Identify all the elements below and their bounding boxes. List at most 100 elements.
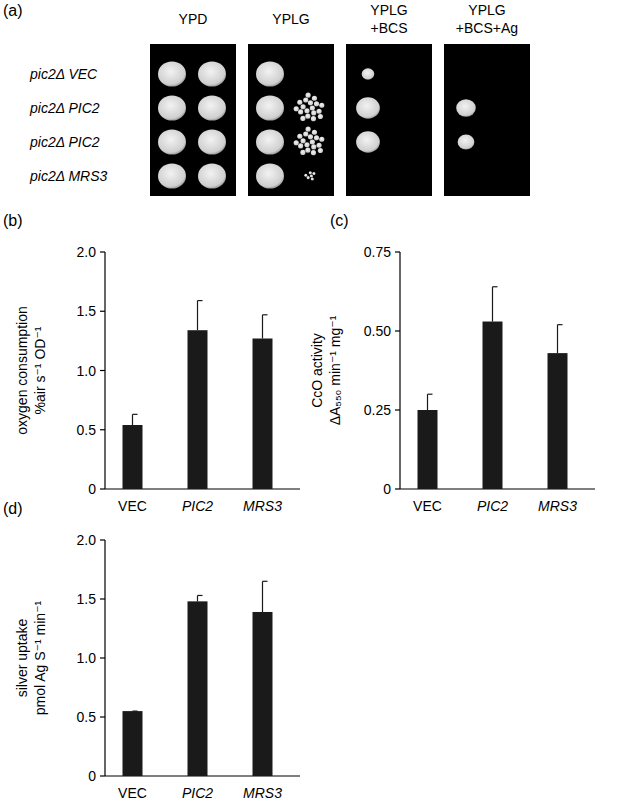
plate bbox=[150, 44, 236, 196]
y-tick bbox=[395, 330, 400, 331]
bar bbox=[188, 330, 208, 489]
y-axis-label: silver uptake bbox=[14, 618, 30, 697]
error-cap bbox=[428, 394, 433, 395]
error-line bbox=[557, 325, 558, 353]
bar bbox=[253, 612, 273, 776]
column-header: YPLG bbox=[370, 2, 407, 18]
row-label: pic2Δ VEC bbox=[29, 66, 98, 82]
colony bbox=[303, 131, 308, 136]
plate bbox=[346, 44, 432, 196]
y-tick-label: 2.0 bbox=[77, 532, 97, 548]
y-axis-label: ΔA₅₅₀ min⁻¹ mg⁻¹ bbox=[327, 315, 343, 425]
colony bbox=[298, 109, 303, 114]
colony bbox=[294, 106, 299, 111]
error-bar bbox=[428, 394, 433, 410]
bar bbox=[123, 711, 143, 776]
error-bar bbox=[133, 414, 138, 425]
y-tick-label: 0.75 bbox=[364, 244, 391, 260]
error-cap bbox=[558, 324, 563, 325]
marks bbox=[418, 287, 568, 489]
x-tick-label: VEC bbox=[118, 785, 147, 801]
y-tick bbox=[100, 311, 105, 312]
panel-label: (b) bbox=[3, 212, 23, 229]
error-cap bbox=[263, 581, 268, 582]
colony bbox=[304, 108, 309, 113]
row-label: pic2Δ PIC2 bbox=[29, 134, 100, 150]
spot bbox=[158, 163, 186, 188]
y-tick bbox=[100, 488, 105, 489]
y-tick bbox=[395, 409, 400, 410]
colony bbox=[306, 93, 311, 98]
spot bbox=[356, 97, 380, 118]
colony bbox=[310, 105, 315, 110]
error-cap bbox=[263, 314, 268, 315]
y-tick-label: 0 bbox=[88, 768, 96, 784]
colony bbox=[312, 96, 317, 101]
error-bar bbox=[133, 711, 138, 712]
y-tick-label: 1.0 bbox=[77, 363, 97, 379]
y-axis-label: pmol Ag S⁻¹ min⁻¹ bbox=[32, 600, 48, 715]
error-cap bbox=[198, 595, 203, 596]
colony bbox=[310, 174, 313, 177]
colony bbox=[305, 148, 310, 153]
spot bbox=[158, 129, 186, 154]
colony bbox=[319, 103, 324, 108]
panel-label: (d) bbox=[3, 500, 23, 517]
y-tick-label: 2.0 bbox=[77, 244, 97, 260]
y-tick-label: 1.5 bbox=[77, 303, 97, 319]
y-axis bbox=[399, 252, 400, 489]
error-line bbox=[492, 287, 493, 322]
column-header: +BCS+Ag bbox=[456, 20, 518, 36]
plate bbox=[444, 44, 530, 196]
colony bbox=[304, 174, 307, 177]
error-bar bbox=[198, 301, 203, 331]
error-cap bbox=[133, 414, 138, 415]
spot bbox=[356, 131, 380, 152]
spot bbox=[198, 61, 226, 86]
x-tick-label: MRS3 bbox=[243, 785, 282, 801]
y-tick bbox=[100, 539, 105, 540]
y-axis-label: %air s⁻¹ OD⁻¹ bbox=[32, 326, 48, 414]
error-line bbox=[132, 414, 133, 425]
colony bbox=[309, 171, 312, 174]
spot bbox=[256, 61, 284, 86]
colony bbox=[297, 100, 302, 105]
colony bbox=[301, 104, 306, 109]
spot bbox=[256, 129, 284, 154]
panel-label: (c) bbox=[330, 212, 349, 229]
y-tick bbox=[395, 488, 400, 489]
colony bbox=[311, 177, 314, 180]
bar bbox=[253, 339, 273, 489]
error-cap bbox=[493, 286, 498, 287]
y-tick bbox=[100, 716, 105, 717]
colony bbox=[305, 114, 310, 119]
y-tick bbox=[100, 251, 105, 252]
spot bbox=[158, 95, 186, 120]
error-line bbox=[197, 301, 198, 331]
colony bbox=[314, 135, 319, 140]
colony bbox=[316, 143, 321, 148]
error-bar bbox=[263, 581, 268, 612]
row-label: pic2Δ PIC2 bbox=[29, 100, 100, 116]
y-axis-label: CcO activity bbox=[309, 333, 325, 408]
bar bbox=[188, 601, 208, 776]
x-tick-label: PIC2 bbox=[477, 498, 508, 514]
spot bbox=[198, 129, 226, 154]
error-line bbox=[262, 581, 263, 612]
colony bbox=[314, 101, 319, 106]
spot bbox=[458, 134, 475, 149]
y-tick-label: 0.5 bbox=[77, 422, 97, 438]
error-line bbox=[427, 394, 428, 410]
colony bbox=[312, 130, 317, 135]
y-axis-label: oxygen consumption bbox=[14, 306, 30, 434]
spot bbox=[158, 61, 186, 86]
y-tick bbox=[100, 429, 105, 430]
colony bbox=[307, 176, 310, 179]
marks bbox=[123, 581, 273, 776]
colony bbox=[319, 137, 324, 142]
x-tick-label: PIC2 bbox=[182, 498, 213, 514]
error-bar bbox=[558, 325, 563, 353]
bar bbox=[418, 410, 438, 489]
bar bbox=[123, 425, 143, 489]
error-bar bbox=[198, 595, 203, 601]
